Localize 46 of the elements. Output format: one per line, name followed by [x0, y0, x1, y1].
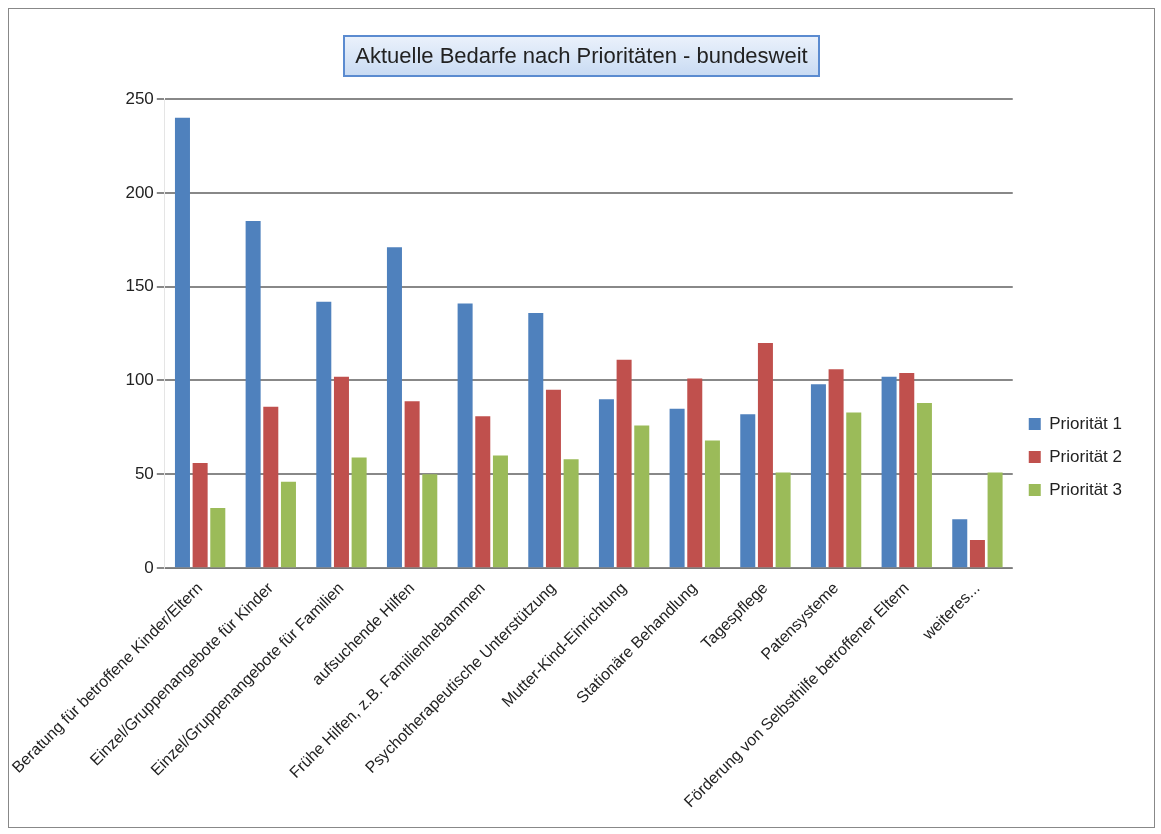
bar: [757, 342, 773, 568]
bar: [598, 399, 614, 568]
bar: [704, 440, 720, 568]
bar: [263, 406, 279, 568]
y-tick-label: 150: [125, 276, 154, 296]
bar: [528, 312, 544, 568]
bar: [687, 378, 703, 568]
y-tick-label: 250: [125, 88, 154, 108]
bar: [899, 372, 915, 568]
bar: [969, 540, 985, 568]
legend-label: Priorität 3: [1049, 479, 1122, 499]
bar: [846, 412, 862, 568]
bar: [351, 457, 367, 568]
bar: [174, 117, 190, 568]
bar: [386, 247, 402, 568]
bar: [492, 455, 508, 568]
bar: [245, 220, 261, 568]
bar: [475, 416, 491, 568]
bar: [422, 474, 438, 568]
bar: [545, 389, 561, 568]
bar: [810, 384, 826, 568]
legend-label: Priorität 1: [1049, 413, 1122, 433]
bar: [316, 301, 332, 568]
bar: [987, 472, 1003, 568]
bar: [881, 376, 897, 568]
bar: [634, 425, 650, 568]
y-tick-label: 100: [125, 370, 154, 390]
bar: [333, 376, 349, 568]
bar: [280, 481, 296, 568]
bar: [404, 401, 420, 568]
chart-title: Aktuelle Bedarfe nach Prioritäten - bundesweit: [343, 35, 820, 77]
bar: [916, 403, 932, 568]
y-tick-label: 200: [125, 182, 154, 202]
bar: [740, 414, 756, 568]
bar: [192, 463, 208, 568]
y-tick-label: 0: [144, 557, 154, 577]
legend-label: Priorität 2: [1049, 446, 1122, 466]
y-tick-label: 50: [134, 464, 154, 483]
bar: [952, 519, 968, 568]
bar: [669, 408, 685, 568]
bar: [775, 472, 791, 568]
bar: [457, 303, 473, 568]
bar: [616, 359, 632, 568]
bar: [210, 508, 226, 568]
bar: [828, 369, 844, 568]
bar: [563, 459, 579, 568]
